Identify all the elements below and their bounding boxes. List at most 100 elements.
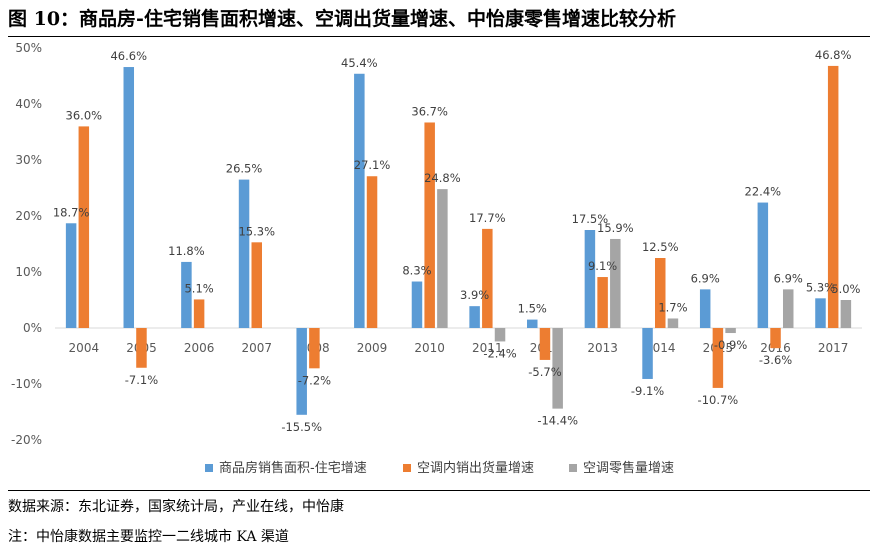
bar-series-1 — [296, 328, 307, 415]
x-tick-label: 2006 — [184, 341, 215, 355]
bar-series-2 — [193, 299, 205, 328]
bar-series-3 — [725, 328, 736, 334]
bar-series-2 — [366, 176, 378, 328]
footnote: 注：中怡康数据主要监控一二线城市 KA 渠道 — [8, 529, 289, 545]
bar-series-1 — [699, 289, 711, 328]
figure-title: 图 10：商品房-住宅销售面积增速、空调出货量增速、中怡康零售增速比较分析 — [8, 8, 676, 30]
legend-label-series-3: 空调零售量增速 — [583, 461, 675, 476]
bar-series-1 — [469, 306, 480, 328]
source-rule — [8, 490, 870, 491]
data-label-series-2: 15.3% — [238, 224, 275, 238]
bar-series-2 — [251, 242, 262, 328]
data-label-series-1: -15.5% — [281, 420, 322, 434]
data-label-series-2: -7.2% — [298, 373, 331, 387]
bar-series-3 — [840, 300, 852, 328]
bar-series-1 — [411, 281, 423, 328]
data-label-series-2: 46.8% — [815, 48, 852, 62]
data-label-series-1: 3.9% — [460, 288, 489, 302]
bar-series-3 — [667, 318, 679, 328]
data-label-series-2: -10.7% — [698, 393, 739, 407]
legend-item-series-1: 商品房销售面积-住宅增速 — [205, 458, 367, 480]
bar-series-3 — [494, 328, 506, 342]
bar-series-1 — [354, 73, 365, 328]
data-label-series-1: 5.3% — [806, 280, 835, 294]
chart-legend: 商品房销售面积-住宅增速 空调内销出货量增速 空调零售量增速 — [0, 458, 884, 480]
bar-series-3 — [610, 238, 621, 328]
data-label-series-3: 5.0% — [831, 282, 860, 296]
y-tick-label: 30% — [15, 153, 42, 167]
y-tick-label: 20% — [15, 209, 42, 223]
data-label-series-1: -9.1% — [631, 384, 664, 398]
legend-item-series-3: 空调零售量增速 — [569, 458, 674, 480]
y-tick-label: -20% — [11, 433, 42, 447]
x-tick-label: 2009 — [357, 341, 388, 355]
bar-series-2 — [597, 277, 608, 328]
x-tick-label: 2010 — [414, 341, 445, 355]
data-label-series-1: 22.4% — [745, 185, 782, 199]
bar-series-2 — [539, 328, 551, 360]
data-label-series-2: 36.0% — [66, 108, 103, 122]
source-note: 数据来源：东北证券，国家统计局，产业在线，中怡康 — [8, 499, 344, 515]
data-label-series-1: 1.5% — [518, 302, 547, 316]
y-tick-label: -10% — [11, 377, 42, 391]
bar-series-2 — [309, 328, 320, 369]
data-label-series-1: 6.9% — [691, 271, 720, 285]
bar-series-2 — [770, 328, 781, 349]
x-tick-label: 2007 — [241, 341, 272, 355]
legend-swatch-series-2 — [403, 463, 411, 472]
data-label-series-2: 9.1% — [588, 259, 617, 273]
bar-series-1 — [584, 230, 596, 328]
legend-item-series-2: 空调内销出货量增速 — [403, 458, 534, 480]
data-label-series-3: -14.4% — [537, 414, 578, 428]
bar-series-3 — [437, 189, 448, 328]
data-label-series-3: -2.4% — [483, 346, 516, 360]
legend-label-series-1: 商品房销售面积-住宅增速 — [219, 461, 367, 476]
data-label-series-3: 24.8% — [424, 171, 461, 185]
data-label-series-2: 5.1% — [184, 281, 213, 295]
data-label-series-2: 27.1% — [354, 158, 391, 172]
bar-chart: -20%-10%0%10%20%30%40%50%200420052006200… — [11, 41, 862, 447]
bar-series-3 — [782, 289, 794, 328]
bar-series-1 — [123, 67, 135, 328]
data-label-series-3: 15.9% — [597, 221, 634, 235]
y-tick-label: 0% — [23, 321, 42, 335]
bar-series-1 — [238, 179, 250, 328]
bar-series-2 — [482, 228, 493, 328]
bar-series-2 — [78, 126, 90, 329]
title-rule — [8, 36, 870, 37]
data-label-series-3: -0.9% — [714, 338, 747, 352]
data-label-series-1: 45.4% — [341, 56, 378, 70]
data-label-series-2: -3.6% — [759, 353, 792, 367]
data-label-series-1: 11.8% — [168, 244, 205, 258]
data-label-series-1: 26.5% — [226, 162, 263, 176]
bar-series-1 — [527, 319, 538, 328]
data-label-series-2: -5.7% — [528, 365, 561, 379]
data-label-series-1: 8.3% — [402, 264, 431, 278]
data-label-series-2: 12.5% — [642, 240, 679, 254]
data-label-series-1: 46.6% — [110, 49, 147, 63]
y-tick-label: 40% — [15, 97, 42, 111]
bar-series-2 — [712, 328, 724, 388]
y-tick-label: 10% — [15, 265, 42, 279]
bar-series-2 — [424, 122, 435, 328]
bar-series-1 — [757, 202, 769, 328]
data-label-series-3: 1.7% — [658, 300, 687, 314]
bar-series-3 — [552, 328, 563, 409]
data-label-series-2: 17.7% — [469, 211, 506, 225]
bar-series-1 — [815, 298, 826, 328]
x-tick-label: 2013 — [587, 341, 618, 355]
x-tick-label: 2004 — [69, 341, 100, 355]
bar-series-1 — [181, 261, 192, 328]
data-label-series-2: 36.7% — [411, 104, 448, 118]
data-label-series-2: -7.1% — [125, 373, 158, 387]
bar-series-1 — [65, 223, 77, 328]
bar-series-2 — [136, 328, 147, 368]
x-tick-label: 2017 — [818, 341, 849, 355]
bar-series-2 — [827, 65, 839, 329]
y-tick-label: 50% — [15, 41, 42, 55]
legend-swatch-series-1 — [205, 463, 213, 472]
bar-series-2 — [655, 258, 666, 328]
legend-swatch-series-3 — [569, 463, 577, 472]
legend-label-series-2: 空调内销出货量增速 — [417, 461, 535, 476]
data-label-series-1: 17.5% — [572, 212, 609, 226]
